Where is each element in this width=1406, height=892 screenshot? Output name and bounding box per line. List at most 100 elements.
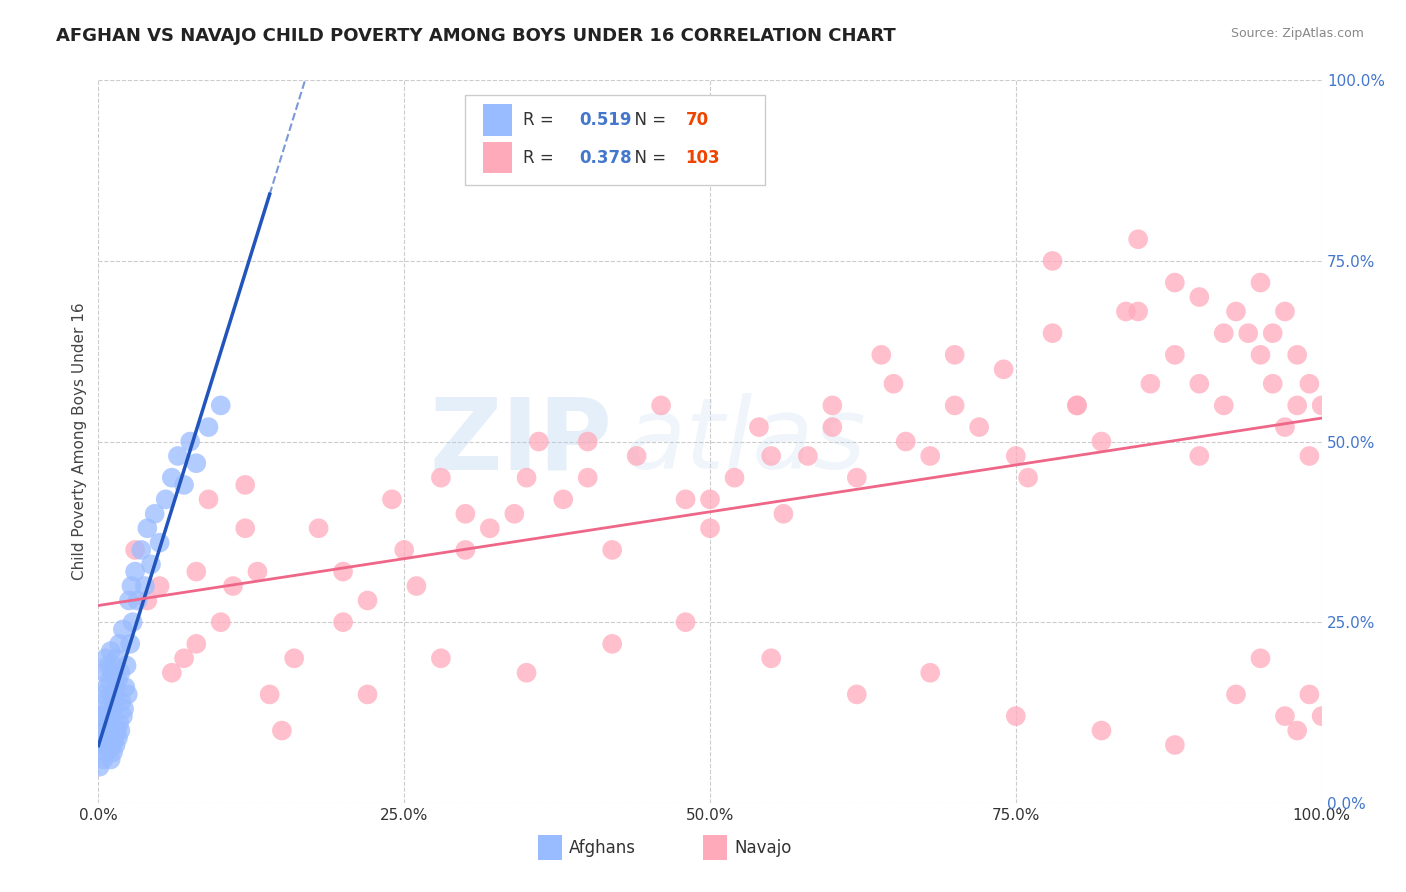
Point [430, 651, 453, 665]
Point [699, 492, 721, 507]
Point [105, 723, 128, 738]
Point [870, 348, 893, 362]
Point [120, 637, 142, 651]
FancyBboxPatch shape [482, 104, 512, 136]
Point [1188, 290, 1211, 304]
Point [993, 362, 1015, 376]
Point [107, 673, 129, 687]
Point [96, 680, 118, 694]
Point [112, 702, 135, 716]
Point [94, 651, 117, 665]
Point [761, 449, 783, 463]
Point [1042, 326, 1064, 340]
Point [104, 738, 127, 752]
Point [1298, 376, 1320, 391]
Point [91, 709, 114, 723]
Text: Source: ZipAtlas.com: Source: ZipAtlas.com [1230, 27, 1364, 40]
Point [101, 702, 124, 716]
Point [101, 738, 124, 752]
Point [136, 521, 159, 535]
Point [1286, 398, 1309, 412]
Point [259, 687, 281, 701]
Point [308, 521, 330, 535]
Point [699, 521, 721, 535]
Point [101, 665, 124, 680]
Point [772, 507, 794, 521]
Point [160, 665, 183, 680]
Point [186, 565, 208, 579]
Point [1286, 348, 1309, 362]
FancyBboxPatch shape [703, 835, 727, 860]
Point [160, 470, 183, 484]
Point [515, 665, 537, 680]
Point [173, 478, 195, 492]
Point [89, 760, 111, 774]
Point [748, 420, 770, 434]
Point [1225, 687, 1247, 701]
Text: 70: 70 [686, 111, 709, 129]
Point [93, 709, 115, 723]
Point [120, 579, 142, 593]
Point [124, 565, 146, 579]
Point [381, 492, 404, 507]
Text: N =: N = [624, 111, 672, 129]
FancyBboxPatch shape [465, 95, 765, 185]
Point [967, 420, 990, 434]
Point [1261, 326, 1284, 340]
Point [430, 470, 453, 484]
Point [100, 644, 122, 658]
Point [1090, 434, 1112, 449]
Point [115, 658, 138, 673]
Point [167, 449, 190, 463]
Point [883, 376, 905, 391]
Point [98, 673, 121, 687]
Y-axis label: Child Poverty Among Boys Under 16: Child Poverty Among Boys Under 16 [72, 302, 87, 581]
Point [943, 348, 966, 362]
Point [1274, 709, 1296, 723]
Point [332, 615, 354, 630]
Point [392, 542, 416, 557]
Point [91, 723, 114, 738]
Point [1164, 276, 1187, 290]
Text: 103: 103 [686, 149, 720, 167]
Point [117, 687, 139, 701]
FancyBboxPatch shape [537, 835, 562, 860]
Point [600, 637, 623, 651]
Point [1115, 304, 1137, 318]
Text: R =: R = [523, 149, 558, 167]
Text: AFGHAN VS NAVAJO CHILD POVERTY AMONG BOYS UNDER 16 CORRELATION CHART: AFGHAN VS NAVAJO CHILD POVERTY AMONG BOY… [56, 27, 896, 45]
Point [675, 615, 697, 630]
Point [97, 658, 120, 673]
Point [209, 398, 232, 412]
Point [675, 492, 697, 507]
Point [1249, 651, 1271, 665]
Text: R =: R = [523, 111, 558, 129]
Point [920, 449, 942, 463]
Point [96, 716, 118, 731]
Point [155, 492, 177, 507]
Point [90, 738, 112, 752]
Point [270, 723, 294, 738]
Point [107, 731, 129, 745]
Point [600, 542, 623, 557]
Text: atlas: atlas [624, 393, 866, 490]
Point [173, 651, 195, 665]
Point [143, 507, 166, 521]
Point [1249, 348, 1271, 362]
Point [761, 651, 783, 665]
Point [101, 658, 124, 673]
FancyBboxPatch shape [482, 142, 512, 173]
Point [821, 398, 844, 412]
Point [134, 579, 156, 593]
Point [1225, 304, 1247, 318]
Point [576, 434, 599, 449]
Point [186, 456, 208, 470]
Point [1188, 376, 1211, 391]
Point [100, 723, 122, 738]
Point [186, 637, 208, 651]
Point [405, 579, 427, 593]
Point [356, 593, 378, 607]
Point [118, 593, 141, 607]
Point [233, 521, 256, 535]
Point [233, 478, 256, 492]
